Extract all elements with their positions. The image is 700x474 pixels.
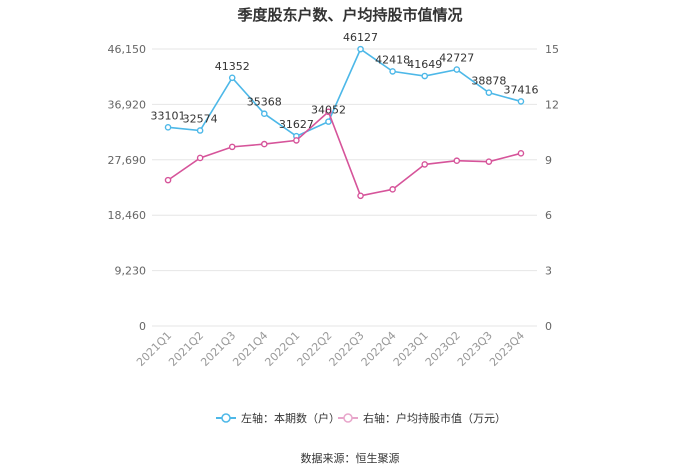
grid-lines [152,48,537,327]
legend: 左轴：本期数（户） 右轴：户均持股市值（万元） [216,411,506,425]
data-label: 38878 [471,75,506,88]
data-point-0[interactable] [453,66,461,73]
data-point-0[interactable] [517,98,525,105]
legend-avg-value-marker [343,413,353,423]
series-layer [164,45,525,200]
data-point-1[interactable] [421,161,429,168]
data-point-0[interactable] [421,72,429,80]
data-point-0[interactable] [485,89,493,96]
data-point-0[interactable] [164,124,172,131]
data-label: 32574 [183,112,218,125]
data-label: 46127 [343,31,378,44]
series-line-0 [167,47,522,138]
data-label: 35368 [247,96,282,109]
data-label: 31627 [279,118,314,131]
data-label: 41352 [215,60,250,73]
data-point-1[interactable] [325,108,332,116]
data-label: 41649 [407,58,442,71]
left-axis-tick-label: 36,920 [108,98,147,111]
data-label: 33101 [151,109,186,122]
legend-households-marker [221,413,231,423]
left-axis-tick-label: 9,230 [115,265,147,278]
left-axis-ticks: 0 9,230 18,460 27,690 36,920 46,150 [108,43,147,333]
data-point-1[interactable] [164,176,172,184]
data-point-0[interactable] [357,45,364,53]
data-point-1[interactable] [228,143,236,151]
data-point-1[interactable] [196,154,204,162]
data-point-0[interactable] [228,74,236,82]
source-note: 数据来源：恒生聚源 [301,451,400,465]
data-point-0[interactable] [260,110,268,118]
right-axis-tick-label: 0 [545,320,552,333]
legend-item-avg-value[interactable]: 右轴：户均持股市值（万元） [338,411,506,425]
x-axis-ticks: 2021Q12021Q22021Q32021Q42022Q12022Q22022… [134,329,527,369]
legend-item-households[interactable]: 左轴：本期数（户） [216,411,340,425]
right-axis-tick-label: 3 [545,265,552,278]
data-label: 37416 [503,83,538,96]
data-point-1[interactable] [260,140,268,148]
data-point-1[interactable] [517,150,525,157]
data-point-1[interactable] [293,137,300,144]
chart-title: 季度股东户数、户均持股市值情况 [237,6,462,24]
right-axis-tick-label: 12 [545,98,559,111]
right-axis-tick-label: 6 [545,209,552,222]
right-axis-ticks: 0 3 6 9 12 15 [545,43,559,333]
data-point-0[interactable] [325,118,332,125]
right-axis-tick-label: 15 [545,43,559,56]
right-axis-tick-label: 9 [545,154,552,167]
left-axis-tick-label: 27,690 [108,154,147,167]
data-point-0[interactable] [196,127,204,134]
data-label: 42727 [439,52,474,65]
data-point-1[interactable] [453,157,461,165]
data-point-1[interactable] [485,158,493,165]
left-axis-tick-label: 0 [139,320,146,333]
x-axis-tick-label: 2023Q4 [487,329,527,369]
data-point-0[interactable] [389,68,396,75]
series-line-1 [167,110,522,197]
legend-avg-value-label: 右轴：户均持股市值（万元） [363,411,506,425]
left-axis-tick-label: 18,460 [108,209,147,222]
data-point-1[interactable] [389,186,396,193]
data-point-1[interactable] [357,192,364,200]
legend-households-label: 左轴：本期数（户） [241,411,340,425]
left-axis-tick-label: 46,150 [108,43,147,56]
data-label: 42418 [375,53,410,66]
data-label: 34052 [311,104,346,117]
